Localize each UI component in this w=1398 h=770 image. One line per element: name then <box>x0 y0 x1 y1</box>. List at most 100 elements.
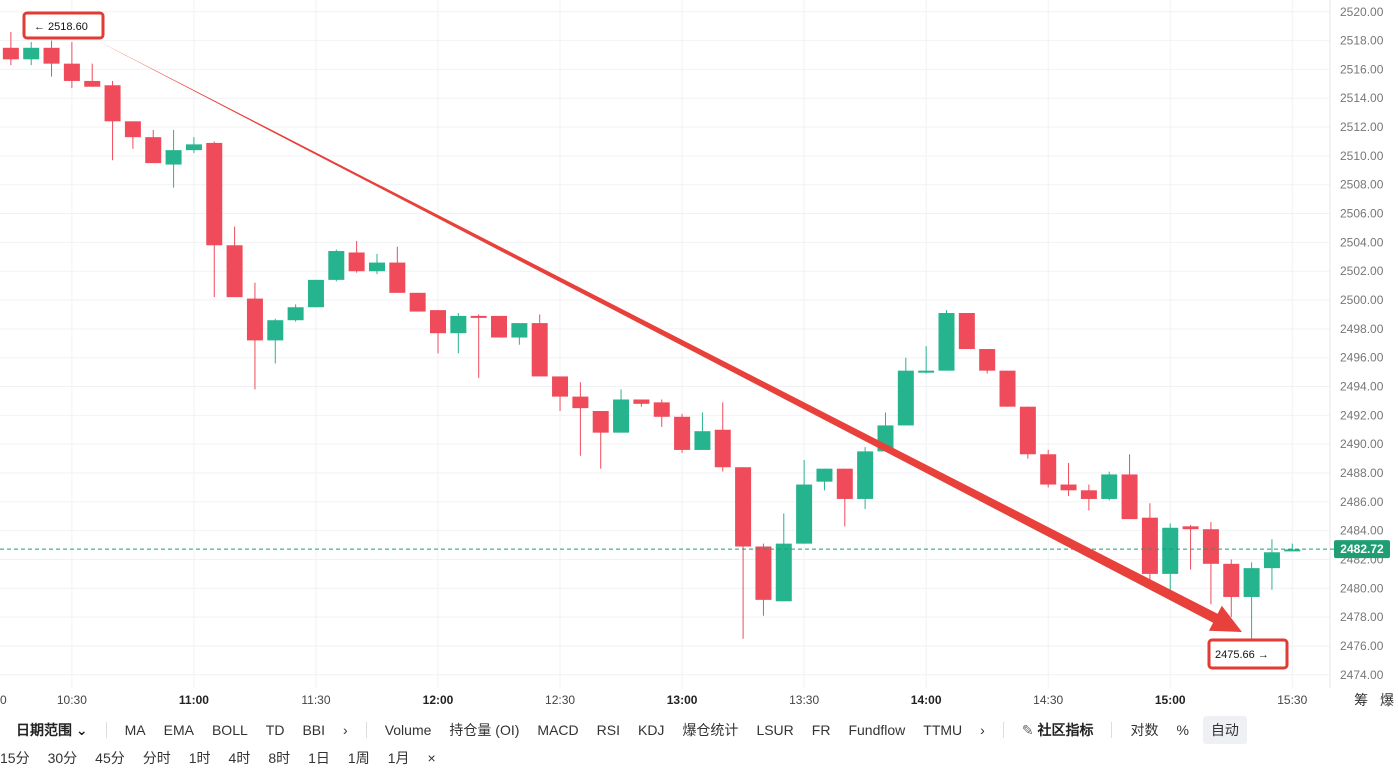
candle-body <box>226 245 243 298</box>
indicator-liquidation[interactable]: 爆仓统计 <box>682 722 739 738</box>
candle-body <box>2 47 19 60</box>
candle <box>653 399 670 427</box>
candle <box>23 42 40 66</box>
y-tick-label: 2520.00 <box>1340 5 1384 19</box>
y-tick-label: 2512.00 <box>1340 120 1384 134</box>
community-indicators-button[interactable]: ✎ 社区指标 <box>1021 722 1094 738</box>
indicator-lsur[interactable]: LSUR <box>756 722 794 738</box>
y-tick-label: 2502.00 <box>1340 264 1384 278</box>
x-tick-label: 13:00 <box>667 693 698 707</box>
indicator-macd[interactable]: MACD <box>537 722 579 738</box>
indicator-rsi[interactable]: RSI <box>596 722 620 738</box>
timeframe-30m[interactable]: 30分 <box>47 750 78 766</box>
timeframe-4h[interactable]: 4时 <box>228 750 251 766</box>
candle <box>307 279 324 308</box>
candle-body <box>43 47 60 64</box>
candle-body <box>674 416 691 450</box>
chart-grid <box>0 0 1330 688</box>
percent-scale-toggle[interactable]: % <box>1176 722 1189 738</box>
y-tick-label: 2488.00 <box>1340 466 1384 480</box>
overlay-boll[interactable]: BOLL <box>211 722 248 738</box>
candle-body <box>796 484 813 544</box>
overlay-bbi[interactable]: BBI <box>302 722 326 738</box>
candle <box>714 402 731 472</box>
candle <box>1182 524 1199 570</box>
indicator-volume[interactable]: Volume <box>384 722 432 738</box>
y-tick-label: 2492.00 <box>1340 408 1384 422</box>
candle <box>2 31 19 66</box>
candle-body <box>1040 454 1057 485</box>
time-axis: 0 10:30 11:00 11:30 12:00 12:30 13:00 13:30 14:0… <box>0 693 1308 707</box>
candle <box>1284 543 1301 552</box>
timeframe-1d[interactable]: 1日 <box>308 750 330 766</box>
y-tick-label: 2506.00 <box>1340 207 1384 221</box>
candle <box>999 370 1016 407</box>
y-tick-label: 2514.00 <box>1340 91 1384 105</box>
y-tick-label: 2518.00 <box>1340 34 1384 48</box>
candle <box>1040 449 1057 488</box>
x-tick-label: 13:30 <box>789 693 819 707</box>
indicator-oi[interactable]: 持仓量 (OI) <box>449 722 520 738</box>
timeframe-line[interactable]: 分时 <box>142 750 171 766</box>
side-label-liq[interactable]: 爆 <box>1380 692 1394 708</box>
candle-body <box>430 310 446 334</box>
overlay-ema[interactable]: EMA <box>163 722 194 738</box>
candle-body <box>348 252 365 272</box>
candle <box>145 129 162 164</box>
candle-body <box>775 543 792 602</box>
timeframe-1mo[interactable]: 1月 <box>387 750 410 766</box>
candle-body <box>857 451 874 499</box>
candle <box>1243 562 1260 644</box>
candle <box>409 292 426 312</box>
timeframe-1h[interactable]: 1时 <box>188 750 211 766</box>
candle <box>1101 471 1118 501</box>
indicator-kdj[interactable]: KDJ <box>637 722 665 738</box>
candle-body <box>307 279 324 308</box>
close-icon[interactable]: × <box>427 750 436 766</box>
candle <box>796 460 813 544</box>
candle-body <box>104 85 121 122</box>
candle <box>389 246 406 293</box>
chevron-right-icon[interactable]: › <box>980 722 985 738</box>
candle-body <box>1101 474 1118 499</box>
x-tick-label: 11:30 <box>301 693 330 707</box>
timeframe-15m[interactable]: 15分 <box>0 750 30 766</box>
divider <box>1111 722 1113 738</box>
indicator-fr[interactable]: FR <box>811 722 831 738</box>
candle-body <box>714 429 731 468</box>
candlestick-chart[interactable]: 2474.002476.002478.002480.002482.002484.… <box>0 0 1398 714</box>
indicator-fundflow[interactable]: Fundflow <box>848 722 906 738</box>
date-range-dropdown[interactable]: 日期范围 ⌄ <box>16 722 88 738</box>
auto-scale-button[interactable]: 自动 <box>1202 716 1247 744</box>
candle <box>1223 559 1240 618</box>
candle-body <box>328 251 345 280</box>
divider <box>1002 722 1004 738</box>
candle-body <box>84 80 101 87</box>
timeframe-1w[interactable]: 1周 <box>347 750 370 766</box>
chevron-right-icon[interactable]: › <box>343 722 348 738</box>
y-tick-label: 2500.00 <box>1340 293 1384 307</box>
y-tick-label: 2474.00 <box>1340 668 1384 682</box>
candle <box>226 226 243 298</box>
candle <box>1019 406 1036 459</box>
side-label-chip[interactable]: 筹 <box>1354 692 1369 708</box>
candle-body <box>1223 563 1240 597</box>
candle-body <box>246 298 263 341</box>
candle-body <box>592 411 609 433</box>
indicator-ttmu[interactable]: TTMU <box>923 722 963 738</box>
log-scale-toggle[interactable]: 对数 <box>1130 722 1159 738</box>
candle <box>450 313 467 354</box>
candle <box>1121 454 1138 520</box>
candle-body <box>572 396 589 409</box>
y-tick-label: 2476.00 <box>1340 639 1384 653</box>
timeframe-8h[interactable]: 8时 <box>268 750 291 766</box>
overlay-td[interactable]: TD <box>265 722 285 738</box>
candle-body <box>1243 568 1260 597</box>
candle <box>511 323 528 345</box>
candle <box>552 376 569 412</box>
candle-body <box>185 144 202 151</box>
overlay-ma[interactable]: MA <box>124 722 146 738</box>
timeframe-45m[interactable]: 45分 <box>95 750 125 766</box>
candle <box>470 314 487 378</box>
y-tick-label: 2486.00 <box>1340 495 1384 509</box>
